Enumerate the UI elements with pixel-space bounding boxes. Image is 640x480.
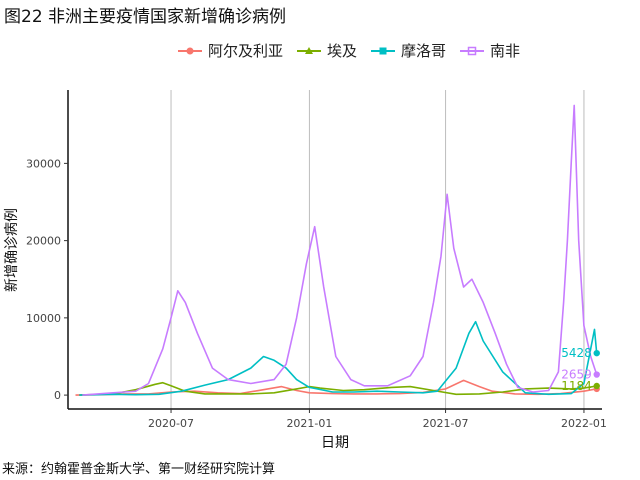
legend-key-morocco xyxy=(371,47,396,54)
y-axis-title: 新增确诊病例 xyxy=(4,208,20,292)
legend-key-egypt xyxy=(297,46,322,54)
end-label-south-africa: 2659 xyxy=(561,368,592,382)
legend-label-egypt: 埃及 xyxy=(327,42,358,60)
x-tick-label: 2021-01 xyxy=(286,417,332,430)
legend-item-south-africa: 南非 xyxy=(460,40,520,61)
x-tick-label: 2021-07 xyxy=(423,417,469,430)
x-tick-label: 2020-07 xyxy=(148,417,194,430)
legend-item-algeria: 阿尔及利亚 xyxy=(178,40,283,61)
legend-item-egypt: 埃及 xyxy=(297,40,357,61)
series-line-morocco xyxy=(79,320,598,396)
end-point-algeria xyxy=(593,385,600,393)
end-label-morocco: 5428 xyxy=(561,346,592,360)
series-lines xyxy=(75,104,600,396)
grid-lines xyxy=(170,90,585,409)
y-tick-label: 20000 xyxy=(26,235,61,248)
legend-key-south-africa xyxy=(460,46,485,55)
end-label-egypt: 1184 xyxy=(561,379,592,393)
series-line-algeria xyxy=(75,379,597,396)
legend-item-morocco: 摩洛哥 xyxy=(371,40,446,61)
series-line-south-africa xyxy=(82,104,598,396)
source-note: 来源：约翰霍普金斯大学、第一财经研究院计算 xyxy=(2,462,276,477)
legend-label-south-africa: 南非 xyxy=(490,42,521,60)
axes xyxy=(67,90,602,410)
legend-label-algeria: 阿尔及利亚 xyxy=(208,42,284,60)
end-point-south-africa xyxy=(593,371,600,378)
legend: 阿尔及利亚 埃及 摩洛哥 南非 xyxy=(178,40,534,61)
chart-title: 图22 非洲主要疫情国家新增确诊病例 xyxy=(4,7,287,27)
ticks: 2020-07 2021-01 2021-07 2022-01 0 10000 20000 3… xyxy=(26,157,607,430)
legend-label-morocco: 摩洛哥 xyxy=(401,42,447,60)
y-tick-label: 0 xyxy=(54,389,61,402)
y-tick-label: 10000 xyxy=(26,312,61,325)
end-point-morocco xyxy=(593,349,600,357)
y-tick-label: 30000 xyxy=(26,157,61,170)
end-labels: 1184 5428 2659 xyxy=(561,346,592,393)
legend-key-algeria xyxy=(178,47,202,54)
series-line-egypt xyxy=(79,381,597,396)
end-point-egypt xyxy=(593,382,600,390)
x-axis-title: 日期 xyxy=(321,435,349,451)
x-tick-label: 2022-01 xyxy=(561,417,607,430)
